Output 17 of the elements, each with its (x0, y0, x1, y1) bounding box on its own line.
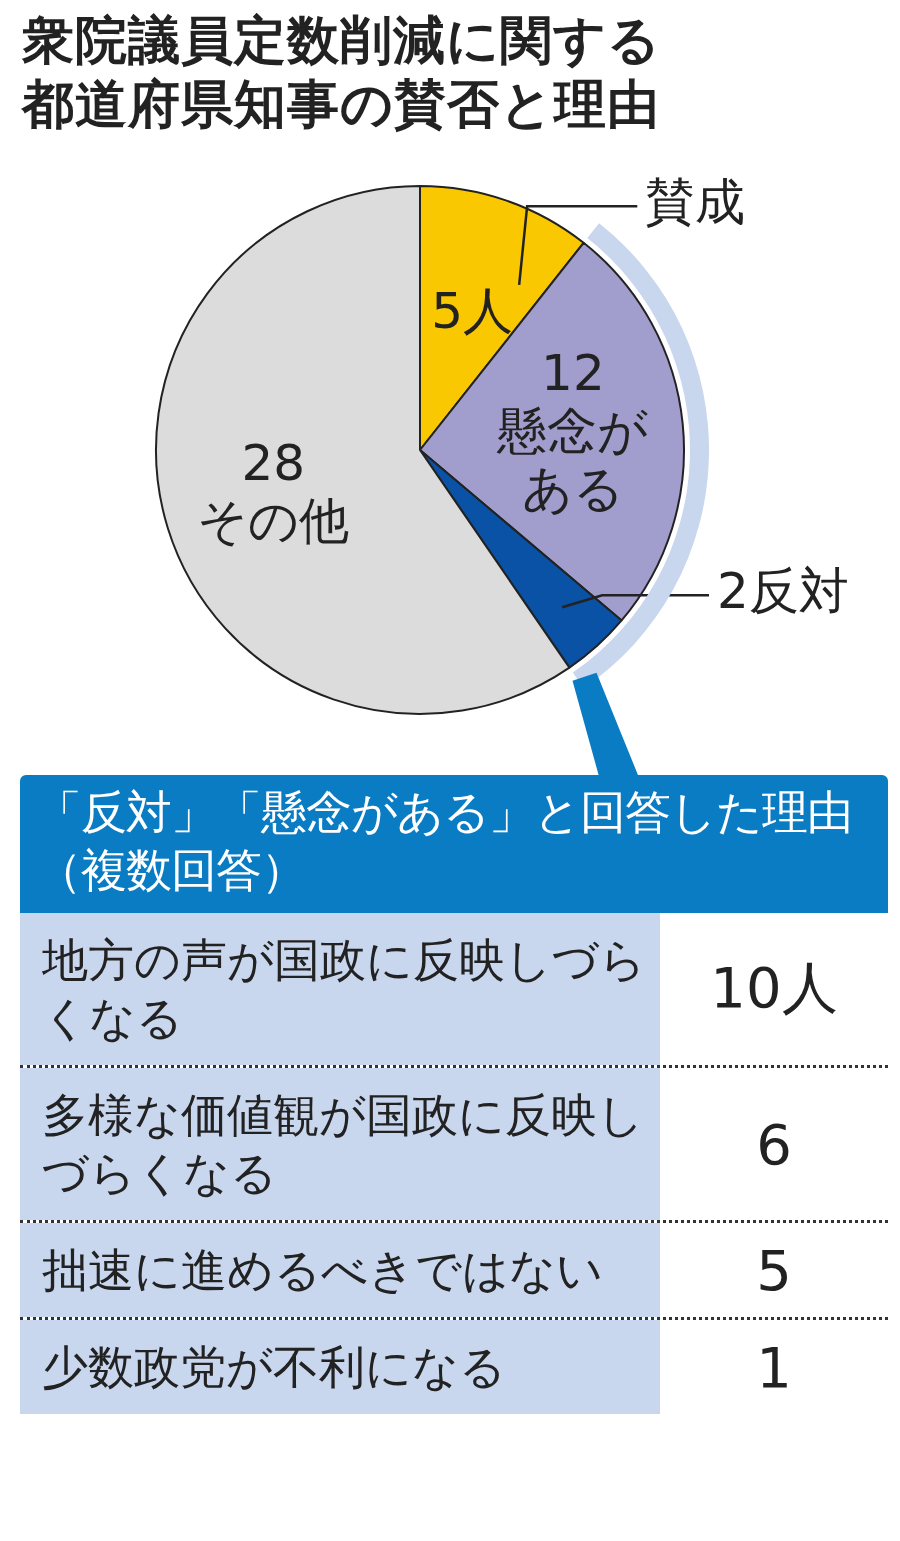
slice-label: その他 (197, 491, 350, 550)
text: 5 (756, 1237, 792, 1303)
category-label: 多様な価値観が国政に反映しづらくなる (20, 1068, 660, 1220)
text: 1 (756, 1334, 792, 1400)
data-label: 28 (241, 433, 306, 492)
data-label: 12 (541, 343, 605, 402)
slice-label: 2反対 (717, 562, 849, 621)
text: 6 (756, 1111, 792, 1177)
text: 10人 (710, 955, 838, 1020)
slice-label: 賛成 (645, 173, 746, 232)
category-label: 少数政党が不利になる (20, 1320, 660, 1414)
slice-label: 懸念がある (496, 401, 649, 518)
category-label: 地方の声が国政に反映しづらくなる (20, 913, 660, 1065)
text: 「反対」「懸念がある」と回答した理由（複数回答） (20, 775, 888, 913)
chart-title: 衆院議員定数削減に関する都道府県知事の賛否と理由 (22, 9, 662, 136)
data-label: 5人 (431, 281, 514, 340)
category-label: 拙速に進めるべきではない (20, 1223, 660, 1317)
